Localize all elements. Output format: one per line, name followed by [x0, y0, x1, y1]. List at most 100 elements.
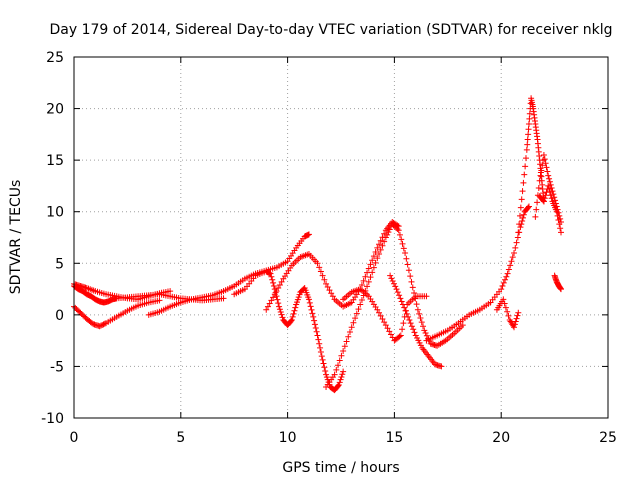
data-point: [328, 290, 335, 297]
y-axis: -10 -5 0 5 10 15 20 25: [41, 50, 608, 427]
data-point: [546, 189, 553, 196]
data-point: [385, 229, 392, 236]
data-point: [346, 328, 353, 335]
data-point: [515, 309, 522, 316]
data-point: [317, 268, 324, 275]
data-point: [376, 241, 383, 248]
series-arc-6: [263, 219, 402, 313]
series-arc-4: [145, 231, 312, 318]
data-point: [438, 363, 445, 370]
data-point: [545, 182, 552, 189]
x-tick-label: 0: [70, 430, 79, 446]
data-point: [88, 320, 95, 327]
data-point: [409, 284, 416, 291]
data-point: [156, 297, 163, 304]
data-point: [370, 253, 377, 260]
series-arc-3: [71, 280, 174, 303]
data-point: [405, 267, 412, 274]
data-point: [362, 273, 369, 280]
data-point: [519, 188, 526, 195]
data-point: [400, 320, 407, 327]
data-point: [408, 323, 415, 330]
data-point: [320, 360, 327, 367]
data-point: [557, 225, 564, 232]
data-point: [101, 320, 108, 327]
data-point: [384, 231, 391, 238]
data-point: [524, 141, 531, 148]
data-point: [360, 277, 367, 284]
data-point: [407, 273, 414, 280]
data-point: [336, 357, 343, 364]
data-point: [398, 298, 405, 305]
data-point: [305, 231, 312, 238]
data-point: [404, 261, 411, 268]
data-point: [548, 184, 555, 191]
data-point: [414, 306, 421, 313]
data-point: [355, 306, 362, 313]
data-point: [545, 172, 552, 179]
data-point: [319, 356, 326, 363]
data-point: [549, 188, 556, 195]
data-point: [502, 304, 509, 311]
data-point: [313, 328, 320, 335]
data-point: [367, 274, 374, 281]
data-point: [407, 320, 414, 327]
data-point: [558, 229, 565, 236]
data-point: [397, 295, 404, 302]
data-point: [417, 314, 424, 321]
data-point: [278, 278, 285, 285]
data-point: [376, 309, 383, 316]
data-point: [399, 240, 406, 247]
data-point: [277, 308, 284, 315]
plot-frame: [73, 56, 609, 419]
data-point: [312, 325, 319, 332]
data-point: [392, 283, 399, 290]
data-point: [292, 304, 299, 311]
y-tick-label: 15: [46, 153, 64, 169]
data-point: [390, 280, 397, 287]
data-point: [279, 314, 286, 321]
data-point: [505, 312, 512, 319]
data-point: [513, 315, 520, 322]
data-point: [382, 322, 389, 329]
data-point: [264, 303, 271, 310]
data-point: [386, 226, 393, 233]
data-point: [396, 333, 403, 340]
data-point: [539, 162, 546, 169]
series-arc-11: [493, 296, 522, 331]
data-point: [525, 204, 532, 211]
data-point: [558, 286, 565, 293]
data-point: [372, 248, 379, 255]
data-marks: [71, 95, 565, 394]
data-point: [321, 364, 328, 371]
data-point: [379, 315, 386, 322]
data-point: [358, 297, 365, 304]
data-point: [377, 237, 384, 244]
data-point: [511, 321, 518, 328]
data-point: [535, 184, 542, 191]
data-point: [389, 278, 396, 285]
data-point: [268, 297, 275, 304]
data-point: [394, 289, 401, 296]
data-point: [403, 310, 410, 317]
data-point: [340, 347, 347, 354]
data-point: [364, 283, 371, 290]
data-point: [270, 282, 277, 289]
data-point: [335, 383, 342, 390]
data-point: [358, 281, 365, 288]
data-point: [266, 300, 273, 307]
x-tick-label: 20: [492, 430, 510, 446]
data-point: [365, 278, 372, 285]
data-point: [386, 328, 393, 335]
data-point: [546, 178, 553, 185]
data-point: [305, 296, 312, 303]
data-point: [511, 324, 518, 331]
data-point: [541, 156, 548, 163]
data-point: [324, 284, 331, 291]
data-point: [422, 330, 429, 337]
data-point: [519, 217, 526, 224]
data-point: [319, 272, 326, 279]
data-point: [341, 343, 348, 350]
data-point: [338, 352, 345, 359]
